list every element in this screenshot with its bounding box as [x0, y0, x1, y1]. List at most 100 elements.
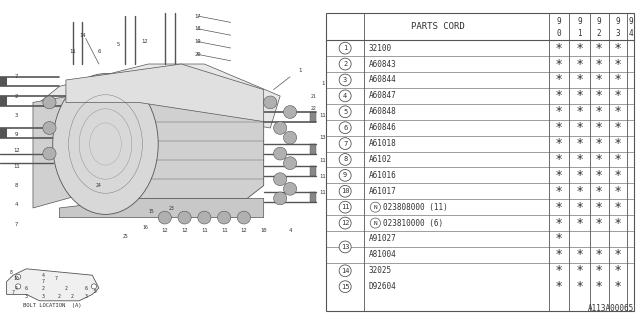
Circle shape [43, 147, 56, 160]
Text: 19: 19 [195, 39, 201, 44]
Circle shape [339, 90, 351, 102]
Text: 11: 11 [320, 157, 326, 163]
Text: *: * [556, 42, 563, 55]
Text: 11: 11 [221, 228, 227, 233]
Text: A61016: A61016 [369, 171, 396, 180]
Text: *: * [615, 248, 621, 261]
Text: *: * [596, 185, 602, 198]
Text: 32100: 32100 [369, 44, 392, 53]
Text: 9: 9 [577, 17, 582, 26]
Text: 6: 6 [84, 285, 87, 291]
Text: 15: 15 [148, 209, 154, 214]
Text: 9: 9 [616, 17, 620, 26]
Text: *: * [577, 89, 582, 102]
Text: 7: 7 [343, 140, 348, 147]
Text: *: * [556, 121, 563, 134]
Text: *: * [577, 248, 582, 261]
Polygon shape [0, 128, 6, 138]
Circle shape [273, 147, 287, 160]
Text: 7: 7 [15, 74, 18, 79]
Text: 4: 4 [15, 285, 18, 291]
Text: 5: 5 [343, 109, 348, 115]
Text: *: * [596, 217, 602, 229]
Text: A81004: A81004 [369, 250, 396, 260]
Text: *: * [596, 42, 602, 55]
Text: 8: 8 [15, 183, 18, 188]
Text: 15: 15 [341, 284, 349, 290]
Text: 13: 13 [320, 135, 326, 140]
Text: 1: 1 [298, 68, 301, 73]
Text: 16: 16 [142, 225, 148, 230]
Text: 5: 5 [117, 42, 120, 47]
Text: 14: 14 [341, 268, 349, 274]
Text: 6: 6 [25, 285, 28, 291]
Text: 1: 1 [343, 45, 348, 51]
Text: 1: 1 [577, 29, 582, 38]
Text: 11: 11 [320, 113, 326, 118]
Text: *: * [596, 137, 602, 150]
Text: *: * [556, 185, 563, 198]
Text: 11: 11 [69, 49, 76, 54]
Text: *: * [615, 74, 621, 86]
Circle shape [339, 265, 351, 277]
Text: 7: 7 [15, 221, 18, 227]
Circle shape [237, 211, 250, 224]
Text: 17: 17 [195, 13, 201, 19]
Text: 7: 7 [12, 290, 15, 295]
Text: *: * [615, 89, 621, 102]
Text: 32025: 32025 [369, 266, 392, 275]
Text: 3: 3 [616, 29, 620, 38]
Text: N: N [374, 220, 377, 226]
Text: *: * [615, 169, 621, 182]
Text: *: * [556, 169, 563, 182]
Text: *: * [615, 217, 621, 229]
Text: *: * [615, 105, 621, 118]
Polygon shape [310, 192, 316, 202]
Text: *: * [556, 264, 563, 277]
Polygon shape [0, 96, 6, 106]
Text: *: * [596, 58, 602, 70]
Text: 2: 2 [71, 293, 74, 299]
Circle shape [273, 122, 287, 134]
Text: *: * [596, 264, 602, 277]
Text: 18: 18 [195, 26, 201, 31]
Text: *: * [577, 105, 582, 118]
Circle shape [198, 211, 211, 224]
Polygon shape [310, 166, 316, 176]
Polygon shape [33, 86, 125, 208]
Text: *: * [556, 105, 563, 118]
Text: 4: 4 [42, 273, 44, 278]
Text: *: * [596, 153, 602, 166]
Circle shape [158, 211, 172, 224]
Text: *: * [615, 185, 621, 198]
Text: *: * [596, 89, 602, 102]
Text: 11: 11 [341, 204, 349, 210]
Text: *: * [615, 153, 621, 166]
Text: 12: 12 [181, 228, 188, 233]
Text: 2: 2 [15, 93, 18, 99]
Circle shape [15, 284, 20, 289]
Circle shape [92, 284, 97, 289]
Text: *: * [577, 42, 582, 55]
Circle shape [339, 122, 351, 133]
Text: PARTS CORD: PARTS CORD [411, 22, 465, 31]
Text: 0: 0 [557, 29, 561, 38]
Text: 20: 20 [195, 52, 201, 57]
Polygon shape [0, 77, 6, 86]
Text: *: * [596, 74, 602, 86]
Text: 13: 13 [341, 244, 349, 250]
Text: 4: 4 [628, 29, 633, 38]
Text: 12: 12 [241, 228, 247, 233]
Text: *: * [577, 201, 582, 214]
Circle shape [339, 241, 351, 253]
Text: *: * [556, 153, 563, 166]
Polygon shape [40, 64, 280, 128]
Circle shape [284, 131, 297, 144]
Text: *: * [577, 264, 582, 277]
Text: A61017: A61017 [369, 187, 396, 196]
Circle shape [339, 42, 351, 54]
Text: A60843: A60843 [369, 60, 396, 68]
Text: 25: 25 [122, 234, 128, 239]
Text: 9: 9 [557, 17, 561, 26]
Circle shape [264, 96, 277, 109]
